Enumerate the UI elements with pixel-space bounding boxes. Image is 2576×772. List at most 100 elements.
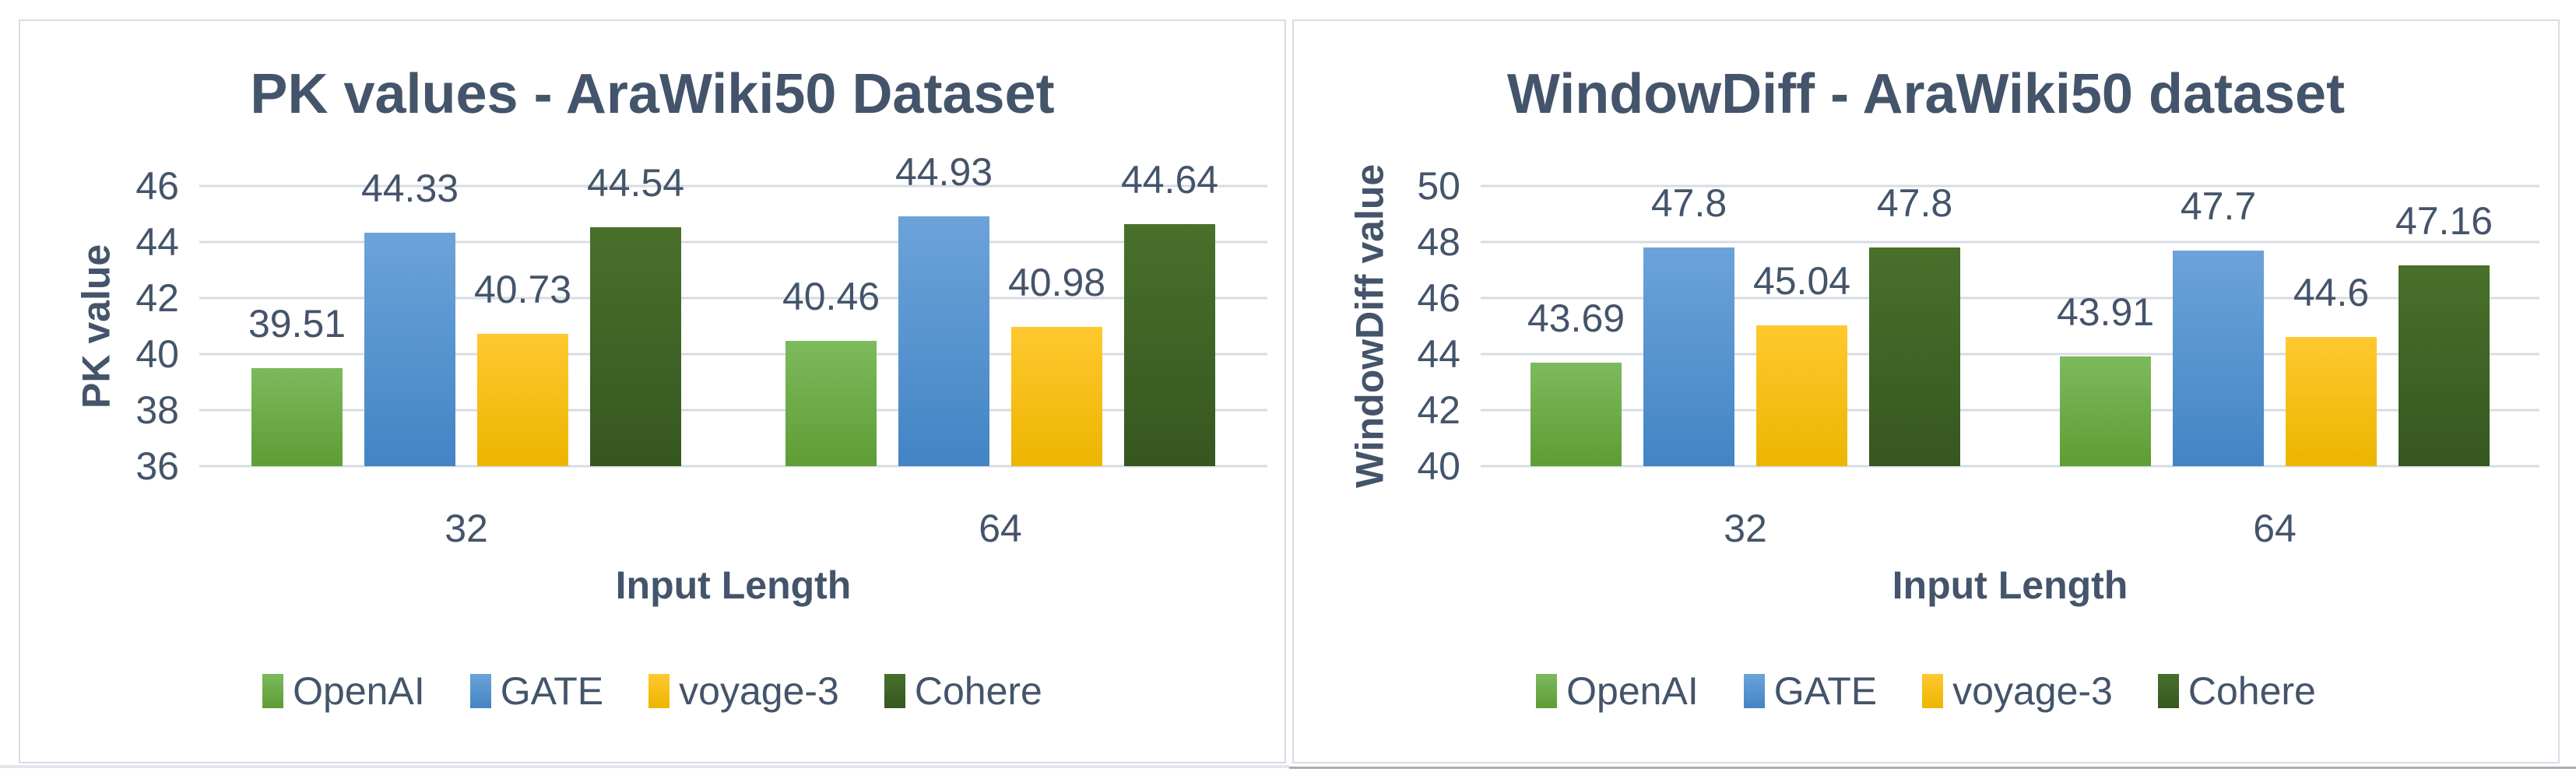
bar-slot: 44.93: [895, 153, 993, 466]
y-axis-tick-label: 36: [135, 444, 179, 488]
x-axis-title: Input Length: [615, 563, 852, 607]
legend-item: GATE: [469, 672, 603, 711]
legend-swatch-openai: [262, 674, 284, 708]
bar-gate: [898, 216, 989, 466]
gridline: [199, 240, 1267, 244]
gridline: [1481, 184, 2539, 188]
legend-item: voyage-3: [648, 672, 839, 711]
bar-slot: 40.46: [782, 186, 880, 466]
legend-item: OpenAI: [1536, 672, 1699, 711]
legend-swatch-gate: [469, 674, 491, 708]
bar-value-label: 40.46: [782, 275, 880, 319]
bar-value-label: 47.7: [2180, 184, 2257, 228]
y-axis-tick-label: 42: [1417, 388, 1460, 432]
plot-area: 46 44 42 40 38 36 39.51 44.33 40.73 44.54 40.46 44.…: [135, 153, 1267, 486]
legend-item: voyage-3: [1922, 672, 2113, 711]
bar-openai: [251, 367, 343, 466]
legend-swatch-gate: [1743, 674, 1765, 708]
x-axis-title: Input Length: [1892, 563, 2128, 607]
x-axis-tick-label: 32: [445, 507, 488, 550]
bar-slot: 39.51: [248, 186, 346, 466]
y-axis-tick-label: 38: [135, 388, 179, 432]
bar-value-label: 40.73: [473, 267, 572, 311]
legend-swatch-voyage-3: [1922, 674, 1944, 708]
y-axis-title: PK value: [74, 244, 118, 409]
bar-slot: 43.69: [1527, 186, 1625, 466]
legend: OpenAI GATE voyage-3 Cohere: [20, 672, 1284, 711]
chart-panel-pk-values: PK values - AraWiki50 Dataset PK value 4…: [19, 19, 1286, 763]
bar-slot: 47.7: [2173, 186, 2264, 466]
gridline: [199, 465, 1267, 468]
bar-slot: 43.91: [2056, 186, 2155, 466]
bar-value-label: 47.16: [2395, 199, 2493, 244]
gridline: [1481, 465, 2539, 468]
bar-gate: [364, 233, 455, 466]
bar-gate: [2173, 250, 2264, 466]
chart-title: PK values - AraWiki50 Dataset: [250, 63, 1055, 125]
bar-slot: 40.98: [1007, 186, 1106, 466]
bar-cohere: [1869, 247, 1960, 466]
bottom-rule-left: [0, 765, 1289, 768]
category-group: 39.51 44.33 40.73 44.54: [199, 163, 733, 466]
gridline: [199, 184, 1267, 188]
y-axis-tick-label: 46: [135, 164, 179, 208]
y-axis-tick-label: 42: [135, 276, 179, 320]
legend: OpenAI GATE voyage-3 Cohere: [1294, 672, 2558, 711]
bar-voyage-3: [1756, 325, 1847, 466]
legend-label: OpenAI: [293, 669, 425, 713]
bar-value-label: 44.6: [2293, 271, 2370, 315]
bar-slot: 44.33: [361, 169, 459, 466]
bottom-rule-right: [1289, 767, 2576, 769]
y-axis-tick-label: 44: [135, 220, 179, 264]
bar-value-label: 40.98: [1007, 260, 1106, 304]
y-axis-tick-label: 48: [1417, 220, 1460, 264]
legend-item: Cohere: [884, 672, 1042, 711]
bar-voyage-3: [2286, 337, 2377, 466]
bar-value-label: 43.69: [1527, 297, 1625, 341]
gridline: [1481, 353, 2539, 356]
legend-label: Cohere: [914, 669, 1042, 713]
bar-slot: 44.6: [2286, 186, 2377, 466]
y-axis-tick-label: 40: [135, 332, 179, 376]
bar-cohere: [2399, 265, 2490, 466]
legend-swatch-cohere: [884, 674, 905, 708]
bar-slot: 47.16: [2395, 186, 2493, 466]
gridline: [1481, 240, 2539, 244]
category-groups: 39.51 44.33 40.73 44.54 40.46 44.93 40.98 44.64: [199, 153, 1267, 466]
legend-label: voyage-3: [679, 669, 839, 713]
bar-gate: [1643, 247, 1734, 466]
bar-value-label: 43.91: [2056, 290, 2155, 335]
legend-swatch-openai: [1536, 674, 1558, 708]
x-axis-tick-labels: 32 64: [1481, 509, 2539, 548]
legend-swatch-cohere: [2157, 674, 2179, 708]
gridline: [199, 297, 1267, 300]
bar-openai: [1530, 363, 1622, 466]
bar-openai: [785, 341, 877, 466]
y-axis-tick-label: 46: [1417, 276, 1460, 320]
category-group: 40.46 44.93 40.98 44.64: [733, 153, 1267, 466]
y-axis-tick-label: 40: [1417, 444, 1460, 488]
gridline: [199, 409, 1267, 412]
bar-voyage-3: [477, 333, 568, 466]
bar-slot: 44.54: [587, 163, 684, 466]
bar-slot: 47.8: [1643, 184, 1734, 466]
y-axis-tick-label: 44: [1417, 332, 1460, 376]
legend-item: GATE: [1743, 669, 1878, 713]
bar-value-label: 39.51: [248, 301, 346, 346]
bar-slot: 44.64: [1121, 160, 1218, 466]
y-axis-tick-label: 50: [1417, 164, 1460, 208]
bar-voyage-3: [1011, 326, 1102, 466]
chart-panel-windowdiff: WindowDiff - AraWiki50 dataset WindowDif…: [1292, 19, 2560, 763]
category-group: 43.69 47.8 45.04 47.8: [1481, 184, 2010, 466]
y-axis-title: WindowDiff value: [1348, 163, 1392, 489]
legend-label: GATE: [1773, 669, 1878, 713]
gridline: [1481, 409, 2539, 412]
bar-value-label: 44.33: [360, 167, 459, 211]
x-axis-tick-label: 64: [979, 507, 1022, 550]
bar-cohere: [590, 226, 681, 466]
gridline: [1481, 297, 2539, 300]
gridline: [199, 353, 1267, 356]
legend-item: OpenAI: [262, 672, 425, 711]
x-axis-tick-label: 32: [1724, 507, 1767, 550]
